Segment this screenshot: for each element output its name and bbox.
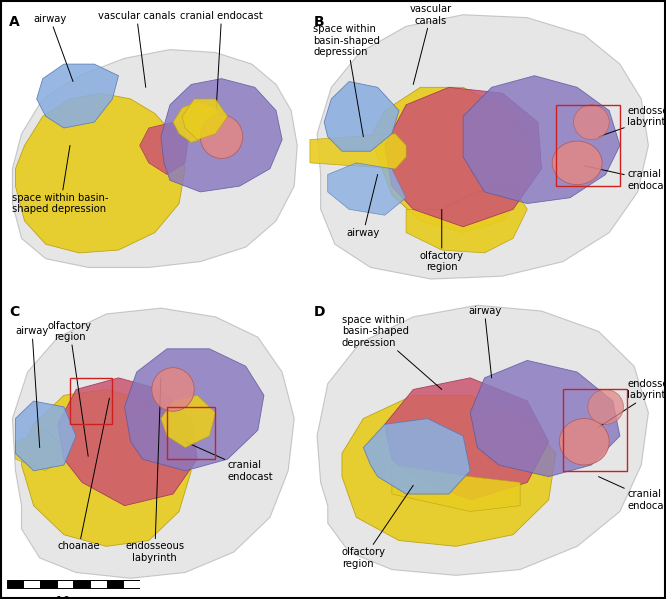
Text: olfactory
region: olfactory region [342,485,413,569]
Text: D: D [314,305,325,319]
Polygon shape [140,122,188,174]
Text: cranial
endocast: cranial endocast [584,166,666,191]
Polygon shape [406,186,527,253]
Ellipse shape [200,115,242,159]
Polygon shape [324,81,399,151]
Text: space within basin-
shaped depression: space within basin- shaped depression [13,146,109,214]
Polygon shape [58,378,197,506]
Ellipse shape [552,141,602,184]
Polygon shape [317,305,649,576]
Text: vascular
canals: vascular canals [410,4,452,84]
Polygon shape [385,87,541,227]
Text: 10 cm: 10 cm [56,596,91,599]
Text: endosseous
labyrinth: endosseous labyrinth [125,378,184,563]
Text: airway: airway [34,14,73,81]
Polygon shape [364,419,470,494]
Polygon shape [15,93,185,253]
Bar [40,580,57,588]
Polygon shape [21,389,191,546]
Bar [90,580,107,588]
Ellipse shape [588,389,623,424]
Text: C: C [9,305,19,319]
Polygon shape [13,50,297,267]
Polygon shape [173,102,222,143]
Text: endosseous
labyrinth: endosseous labyrinth [599,379,666,427]
Text: endosseous
labyrinth: endosseous labyrinth [599,105,666,137]
Text: B: B [314,15,324,29]
Bar [57,580,73,588]
Text: airway: airway [468,306,501,378]
Polygon shape [342,395,555,546]
Polygon shape [15,401,76,471]
Polygon shape [470,361,620,477]
Ellipse shape [152,368,194,412]
Polygon shape [13,308,294,578]
Text: A: A [9,15,20,29]
Polygon shape [182,99,228,140]
Polygon shape [310,134,406,169]
Bar [73,580,90,588]
Text: space within
basin-shaped
depression: space within basin-shaped depression [314,24,380,137]
Polygon shape [385,378,549,500]
Bar [123,580,140,588]
Polygon shape [161,78,282,192]
Bar [107,580,123,588]
Text: airway: airway [347,174,380,238]
Ellipse shape [573,105,609,140]
Polygon shape [392,465,520,512]
Polygon shape [125,349,264,471]
Bar [167,407,216,459]
Text: vascular canals: vascular canals [98,11,175,87]
Text: olfactory
region: olfactory region [420,210,464,273]
Polygon shape [328,163,406,215]
Bar [563,389,627,471]
Polygon shape [15,430,58,471]
Polygon shape [463,75,620,204]
Polygon shape [161,395,216,447]
Polygon shape [370,87,531,232]
Bar [70,378,113,424]
Polygon shape [317,15,649,279]
Polygon shape [37,64,119,128]
Text: space within
basin-shaped
depression: space within basin-shaped depression [342,314,442,389]
Text: cranial endocast: cranial endocast [180,11,263,122]
Text: cranial
endocast: cranial endocast [185,442,273,482]
Text: airway: airway [15,326,49,447]
Text: olfactory
region: olfactory region [48,320,92,456]
Bar [555,105,620,186]
Bar [7,580,23,588]
Text: cranial
endocast: cranial endocast [599,477,666,511]
Ellipse shape [559,419,609,465]
Text: choanae: choanae [58,398,109,551]
Bar [23,580,40,588]
